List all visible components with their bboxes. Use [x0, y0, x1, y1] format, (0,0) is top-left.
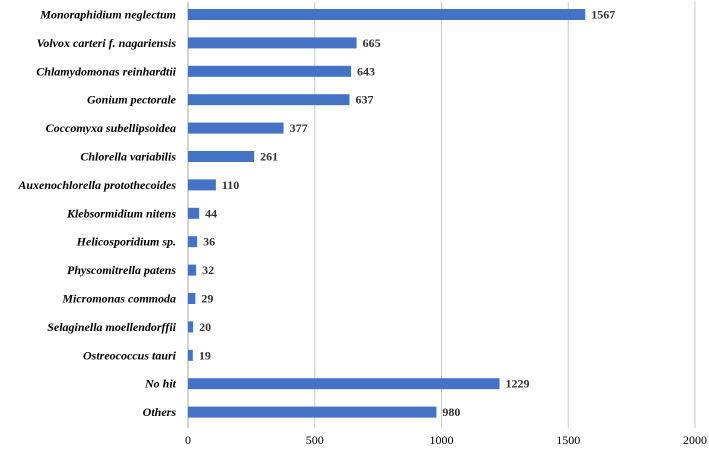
- bar: [188, 378, 500, 390]
- value-label: 1229: [506, 377, 530, 391]
- bar: [188, 151, 255, 162]
- value-label: 637: [355, 93, 373, 107]
- bar: [188, 122, 284, 134]
- value-label: 377: [290, 121, 308, 135]
- value-label: 110: [222, 178, 239, 192]
- value-label: 665: [363, 36, 381, 50]
- category-label: Auxenochlorella protothecoides: [17, 178, 176, 192]
- category-label: No hit: [144, 377, 177, 391]
- bar: [188, 264, 197, 276]
- value-label: 36: [203, 235, 215, 249]
- category-label: Coccomyxa subellipsoidea: [46, 121, 176, 135]
- value-label: 261: [260, 150, 278, 164]
- value-label: 20: [199, 320, 211, 334]
- category-label: Others: [143, 405, 177, 419]
- category-label: Ostreococcus tauri: [83, 348, 177, 362]
- category-label: Volvox carteri f. nagariensis: [37, 36, 177, 50]
- x-tick-label: 1500: [556, 433, 580, 447]
- value-label: 44: [205, 206, 217, 220]
- value-label: 32: [202, 263, 214, 277]
- bar: [188, 207, 200, 219]
- bar: [188, 9, 586, 20]
- category-label: Chlamydomonas reinhardtii: [36, 64, 176, 78]
- category-label: Micromonas commoda: [61, 292, 176, 306]
- x-tick-label: 2000: [683, 433, 707, 447]
- category-label: Chlorella variabilis: [80, 150, 176, 164]
- bars: [188, 9, 586, 418]
- x-tick-label: 1000: [430, 433, 454, 447]
- bar: [188, 65, 352, 77]
- bar: [188, 321, 194, 333]
- value-label: 19: [199, 348, 211, 362]
- category-label: Helicosporidium sp.: [76, 235, 176, 249]
- bar: [188, 406, 437, 418]
- bar: [188, 236, 198, 248]
- category-label: Monoraphidium neglectum: [39, 8, 176, 22]
- value-label: 980: [442, 405, 460, 419]
- bar: [188, 94, 350, 106]
- bar: [188, 37, 357, 49]
- x-tick-label: 0: [185, 433, 191, 447]
- category-label: Klebsormidium nitens: [66, 206, 176, 220]
- category-label: Selaginella moellendorffii: [47, 320, 176, 334]
- value-labels: 1567 665 643 637 377 261 110 44 36 32 29 20 19 1229 98…: [199, 8, 615, 420]
- value-label: 643: [357, 64, 375, 78]
- category-labels: Monoraphidium neglectum Volvox carteri f.…: [17, 8, 176, 420]
- category-label: Physcomitrella patens: [67, 263, 176, 277]
- bar: [188, 179, 216, 191]
- value-label: 1567: [591, 8, 615, 22]
- x-tick-label: 500: [306, 433, 324, 447]
- x-axis-ticks: 0 500 1000 1500 2000: [185, 433, 707, 447]
- value-label: 29: [201, 292, 213, 306]
- bar: [188, 293, 196, 304]
- category-label: Gonium pectorale: [87, 93, 177, 107]
- bar: [188, 349, 193, 361]
